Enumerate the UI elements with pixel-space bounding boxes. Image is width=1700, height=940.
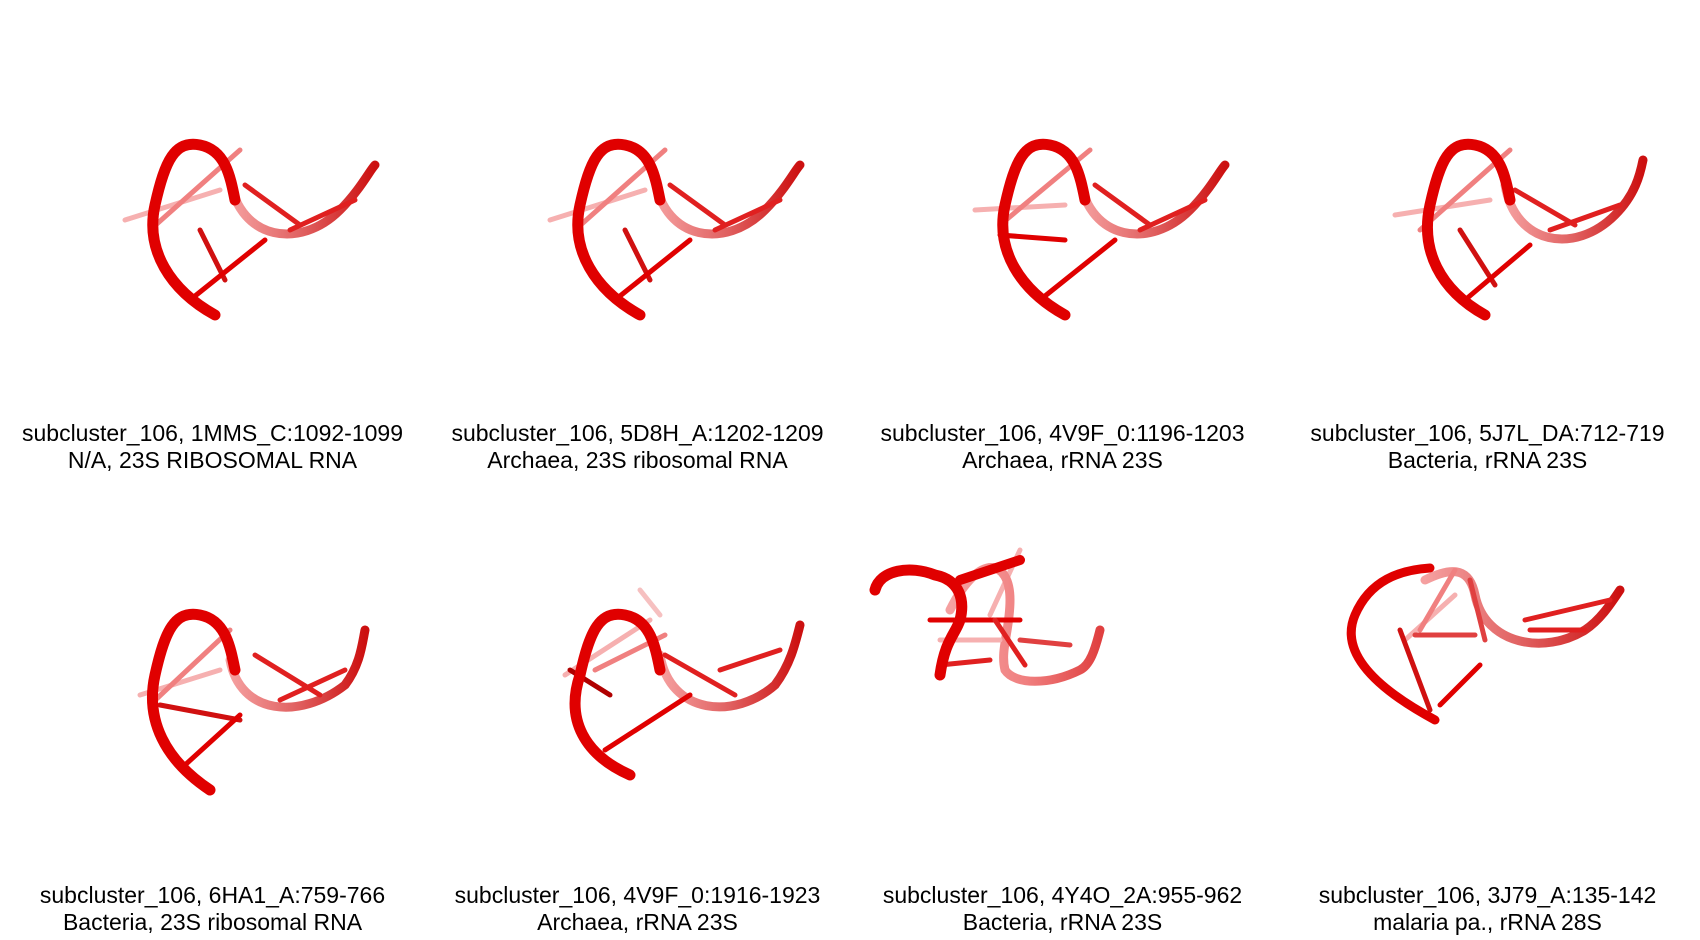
rna-structure-image xyxy=(137,608,370,796)
panel-subtitle: Archaea, rRNA 23S xyxy=(537,909,738,935)
panel-title: subcluster_106, 6HA1_A:759-766 xyxy=(39,882,386,908)
panel-subtitle: Archaea, 23S ribosomal RNA xyxy=(487,447,788,473)
structure-panel-3: subcluster_106, 4V9F_0:1196-1203 Archaea… xyxy=(850,0,1275,473)
panel-subtitle: Bacteria, rRNA 23S xyxy=(962,909,1163,935)
panel-title: subcluster_106, 1MMS_C:1092-1099 xyxy=(21,420,403,446)
panel-subtitle: N/A, 23S RIBOSOMAL RNA xyxy=(67,447,358,473)
rna-structure-image xyxy=(547,138,805,321)
structure-panel-2: subcluster_106, 5D8H_A:1202-1209 Archaea… xyxy=(425,0,850,473)
rna-structure-image xyxy=(562,587,805,781)
panel-title: subcluster_106, 3J79_A:135-142 xyxy=(1318,882,1657,908)
panel-title: subcluster_106, 5J7L_DA:712-719 xyxy=(1310,420,1665,446)
rna-structure-image xyxy=(122,138,380,321)
panel-subtitle: Archaea, rRNA 23S xyxy=(962,447,1163,473)
panel-title: subcluster_106, 4V9F_0:1196-1203 xyxy=(880,420,1245,446)
rna-structure-image xyxy=(972,138,1230,321)
structure-panel-4: subcluster_106, 5J7L_DA:712-719 Bacteria… xyxy=(1275,0,1700,473)
panel-title: subcluster_106, 4V9F_0:1916-1923 xyxy=(454,882,821,908)
rna-structure-image xyxy=(1346,563,1625,725)
panel-title: subcluster_106, 5D8H_A:1202-1209 xyxy=(451,420,824,446)
structure-panel-7: subcluster_106, 4Y4O_2A:955-962 Bacteria… xyxy=(850,470,1275,940)
rna-structure-image xyxy=(1392,138,1648,321)
structure-panel-6: subcluster_106, 4V9F_0:1916-1923 Archaea… xyxy=(425,470,850,940)
structure-panel-8: subcluster_106, 3J79_A:135-142 malaria p… xyxy=(1275,470,1700,940)
panel-subtitle: Bacteria, rRNA 23S xyxy=(1387,447,1588,473)
rna-structure-image xyxy=(869,547,1105,686)
panel-subtitle: Bacteria, 23S ribosomal RNA xyxy=(62,909,363,935)
structure-panel-1: subcluster_106, 1MMS_C:1092-1099 N/A, 23… xyxy=(0,0,425,473)
panel-title: subcluster_106, 4Y4O_2A:955-962 xyxy=(882,882,1243,908)
panel-subtitle: malaria pa., rRNA 28S xyxy=(1373,909,1602,935)
structure-panel-5: subcluster_106, 6HA1_A:759-766 Bacteria,… xyxy=(0,470,425,940)
